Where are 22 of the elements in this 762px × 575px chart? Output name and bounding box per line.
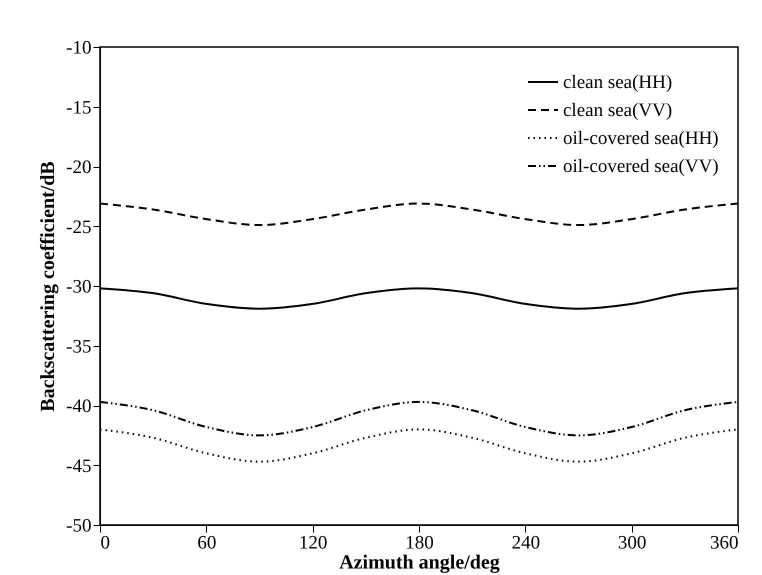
x-tick-label: 120 xyxy=(298,532,328,554)
legend-label: oil-covered sea(HH) xyxy=(563,128,719,149)
x-tick-label: 0 xyxy=(100,532,110,554)
x-axis-title: Azimuth angle/deg xyxy=(339,552,500,574)
y-tick-label: -40 xyxy=(66,396,92,417)
legend-label: clean sea(VV) xyxy=(563,100,672,121)
y-tick-label: -15 xyxy=(66,97,92,118)
y-tick-label: -45 xyxy=(66,456,92,477)
y-tick-label: -30 xyxy=(66,276,92,298)
y-tick-label: -10 xyxy=(66,38,92,58)
x-tick-label: 60 xyxy=(197,532,216,554)
y-tick-label: -20 xyxy=(66,157,92,178)
x-tick-label: 180 xyxy=(405,532,434,554)
y-tick-label: -25 xyxy=(66,216,92,238)
x-tick-label: 240 xyxy=(512,532,540,554)
y-tick-label: -50 xyxy=(66,516,92,536)
x-tick-label: 360 xyxy=(710,532,738,554)
legend-label: oil-covered sea(VV) xyxy=(563,156,719,177)
y-axis-title: Backscattering coefficient/dB xyxy=(37,161,60,412)
legend-label: clean sea(HH) xyxy=(563,72,672,93)
y-tick-label: -35 xyxy=(66,336,92,358)
x-tick-label: 300 xyxy=(618,532,646,554)
